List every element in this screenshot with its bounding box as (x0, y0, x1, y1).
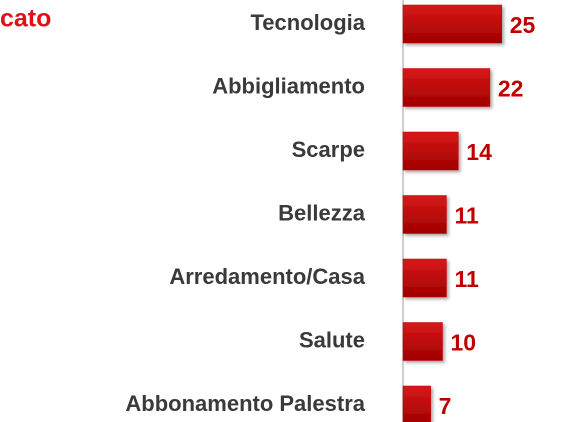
value-label: 11 (454, 266, 479, 292)
value-label: 25 (510, 12, 536, 38)
bar (402, 195, 447, 234)
category-label: Salute (299, 327, 365, 352)
bar (402, 385, 431, 422)
value-label: 7 (439, 393, 452, 419)
value-label: 11 (454, 203, 479, 229)
category-label: Abbigliamento (212, 73, 365, 98)
category-label: Bellezza (278, 200, 366, 225)
chart-title: cato (0, 5, 51, 33)
bar (402, 4, 502, 44)
category-label: Scarpe (292, 137, 365, 162)
bar (402, 322, 443, 361)
category-label: Arredamento/Casa (169, 264, 365, 289)
value-label: 14 (466, 139, 492, 165)
bar (402, 258, 447, 298)
category-label: Tecnologia (251, 10, 366, 35)
category-label: Abbonamento Palestra (125, 391, 365, 416)
value-label: 10 (451, 330, 477, 356)
bar (402, 131, 459, 171)
bar (402, 68, 491, 107)
value-label: 22 (498, 76, 524, 102)
